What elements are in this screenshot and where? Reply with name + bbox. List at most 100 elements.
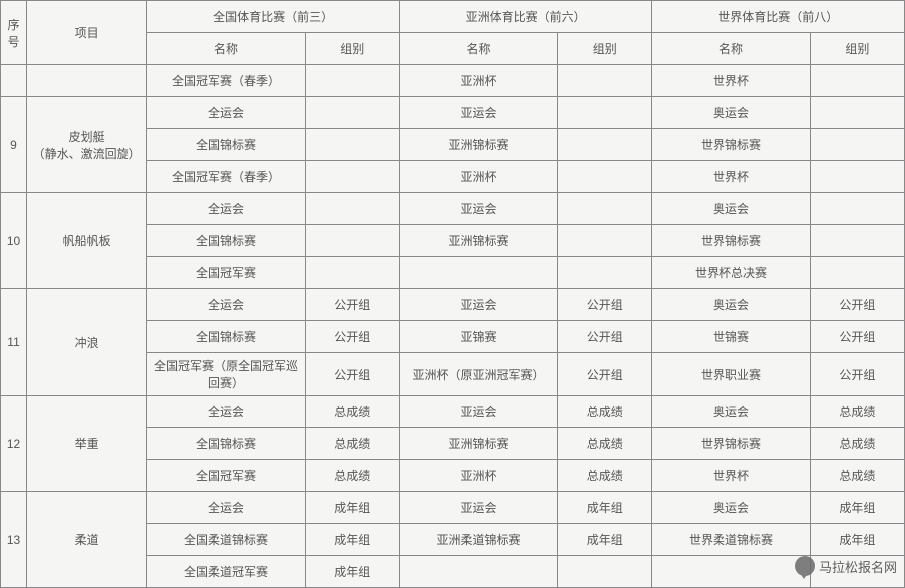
cell-seq: 12: [1, 396, 27, 492]
cell-name: [652, 556, 810, 588]
cell-name: 世界杯: [652, 460, 810, 492]
cell-group: 总成绩: [810, 460, 904, 492]
cell-group: [558, 97, 652, 129]
cell-name: 奥运会: [652, 97, 810, 129]
cell-name: 世界锦标赛: [652, 428, 810, 460]
cell-group: 成年组: [305, 524, 399, 556]
cell-group: [558, 225, 652, 257]
cell-group: 公开组: [305, 353, 399, 396]
cell-name: 全运会: [147, 396, 305, 428]
cell-group: [305, 129, 399, 161]
cell-name: 奥运会: [652, 492, 810, 524]
cell-group: 公开组: [305, 321, 399, 353]
cell-seq: [1, 65, 27, 97]
cell-name: 亚运会: [399, 396, 557, 428]
cell-group: 总成绩: [558, 396, 652, 428]
cell-name: 世界锦标赛: [652, 225, 810, 257]
cell-name: 全运会: [147, 492, 305, 524]
cell-group: [305, 193, 399, 225]
cell-name: 世界职业赛: [652, 353, 810, 396]
cell-group: [810, 65, 904, 97]
cell-name: 全国锦标赛: [147, 321, 305, 353]
cell-group: [558, 193, 652, 225]
cell-group: 总成绩: [558, 460, 652, 492]
hdr-cat-1: 组别: [558, 33, 652, 65]
cell-name: 全国柔道锦标赛: [147, 524, 305, 556]
watermark-text: 马拉松报名网: [819, 557, 897, 576]
cell-group: 总成绩: [305, 460, 399, 492]
cell-group: [558, 161, 652, 193]
cell-group: 总成绩: [810, 396, 904, 428]
cell-name: 全运会: [147, 193, 305, 225]
table-header: 序号 项目 全国体育比赛（前三） 亚洲体育比赛（前六） 世界体育比赛（前八） 名…: [1, 1, 905, 65]
hdr-project: 项目: [27, 1, 147, 65]
sports-table: 序号 项目 全国体育比赛（前三） 亚洲体育比赛（前六） 世界体育比赛（前八） 名…: [0, 0, 905, 588]
table-row: 全国冠军赛（春季）亚洲杯世界杯: [1, 65, 905, 97]
cell-name: 世锦赛: [652, 321, 810, 353]
cell-project: 帆船帆板: [27, 193, 147, 289]
cell-name: 亚运会: [399, 289, 557, 321]
cell-group: 成年组: [305, 556, 399, 588]
table-row: 11冲浪全运会公开组亚运会公开组奥运会公开组: [1, 289, 905, 321]
cell-name: 全运会: [147, 289, 305, 321]
cell-group: [810, 257, 904, 289]
table-row: 12举重全运会总成绩亚运会总成绩奥运会总成绩: [1, 396, 905, 428]
hdr-name-1: 名称: [399, 33, 557, 65]
cell-group: 成年组: [558, 492, 652, 524]
cell-name: 亚运会: [399, 492, 557, 524]
cell-name: 亚洲杯: [399, 161, 557, 193]
cell-name: 全国冠军赛（春季）: [147, 161, 305, 193]
hdr-group-0: 全国体育比赛（前三）: [147, 1, 400, 33]
cell-name: 世界杯: [652, 161, 810, 193]
hdr-seq: 序号: [1, 1, 27, 65]
cell-group: 公开组: [810, 321, 904, 353]
table-body: 全国冠军赛（春季）亚洲杯世界杯9皮划艇 （静水、激流回旋）全运会亚运会奥运会全国…: [1, 65, 905, 588]
cell-name: 亚锦赛: [399, 321, 557, 353]
cell-group: 公开组: [810, 353, 904, 396]
cell-group: [558, 65, 652, 97]
cell-name: 世界锦标赛: [652, 129, 810, 161]
cell-group: [810, 225, 904, 257]
cell-seq: 13: [1, 492, 27, 588]
cell-seq: 10: [1, 193, 27, 289]
cell-group: [810, 97, 904, 129]
cell-group: [305, 161, 399, 193]
cell-name: [399, 257, 557, 289]
cell-group: 公开组: [558, 321, 652, 353]
cell-group: 成年组: [810, 492, 904, 524]
cell-group: [558, 257, 652, 289]
cell-seq: 9: [1, 97, 27, 193]
cell-name: 世界杯: [652, 65, 810, 97]
cell-name: 亚洲柔道锦标赛: [399, 524, 557, 556]
cell-name: 亚洲杯: [399, 460, 557, 492]
cell-group: 公开组: [305, 289, 399, 321]
hdr-cat-2: 组别: [810, 33, 904, 65]
cell-name: 世界杯总决赛: [652, 257, 810, 289]
hdr-name-0: 名称: [147, 33, 305, 65]
cell-group: 成年组: [810, 524, 904, 556]
cell-name: 全国锦标赛: [147, 428, 305, 460]
cell-project: 举重: [27, 396, 147, 492]
cell-group: [305, 97, 399, 129]
cell-group: 成年组: [558, 524, 652, 556]
cell-name: 奥运会: [652, 193, 810, 225]
chat-icon: [795, 556, 815, 576]
cell-name: 亚洲杯: [399, 65, 557, 97]
cell-group: 公开组: [558, 353, 652, 396]
cell-group: [305, 225, 399, 257]
cell-name: 亚运会: [399, 193, 557, 225]
cell-name: 奥运会: [652, 396, 810, 428]
cell-group: 总成绩: [810, 428, 904, 460]
cell-project: 皮划艇 （静水、激流回旋）: [27, 97, 147, 193]
watermark: 马拉松报名网: [795, 556, 897, 576]
table-row: 13柔道全运会成年组亚运会成年组奥运会成年组: [1, 492, 905, 524]
cell-name: 全国冠军赛（原全国冠军巡回赛）: [147, 353, 305, 396]
cell-seq: 11: [1, 289, 27, 396]
cell-name: 亚洲锦标赛: [399, 428, 557, 460]
cell-group: [810, 193, 904, 225]
cell-project: [27, 65, 147, 97]
cell-group: 公开组: [810, 289, 904, 321]
cell-name: 亚洲锦标赛: [399, 129, 557, 161]
cell-group: [305, 65, 399, 97]
cell-project: 冲浪: [27, 289, 147, 396]
